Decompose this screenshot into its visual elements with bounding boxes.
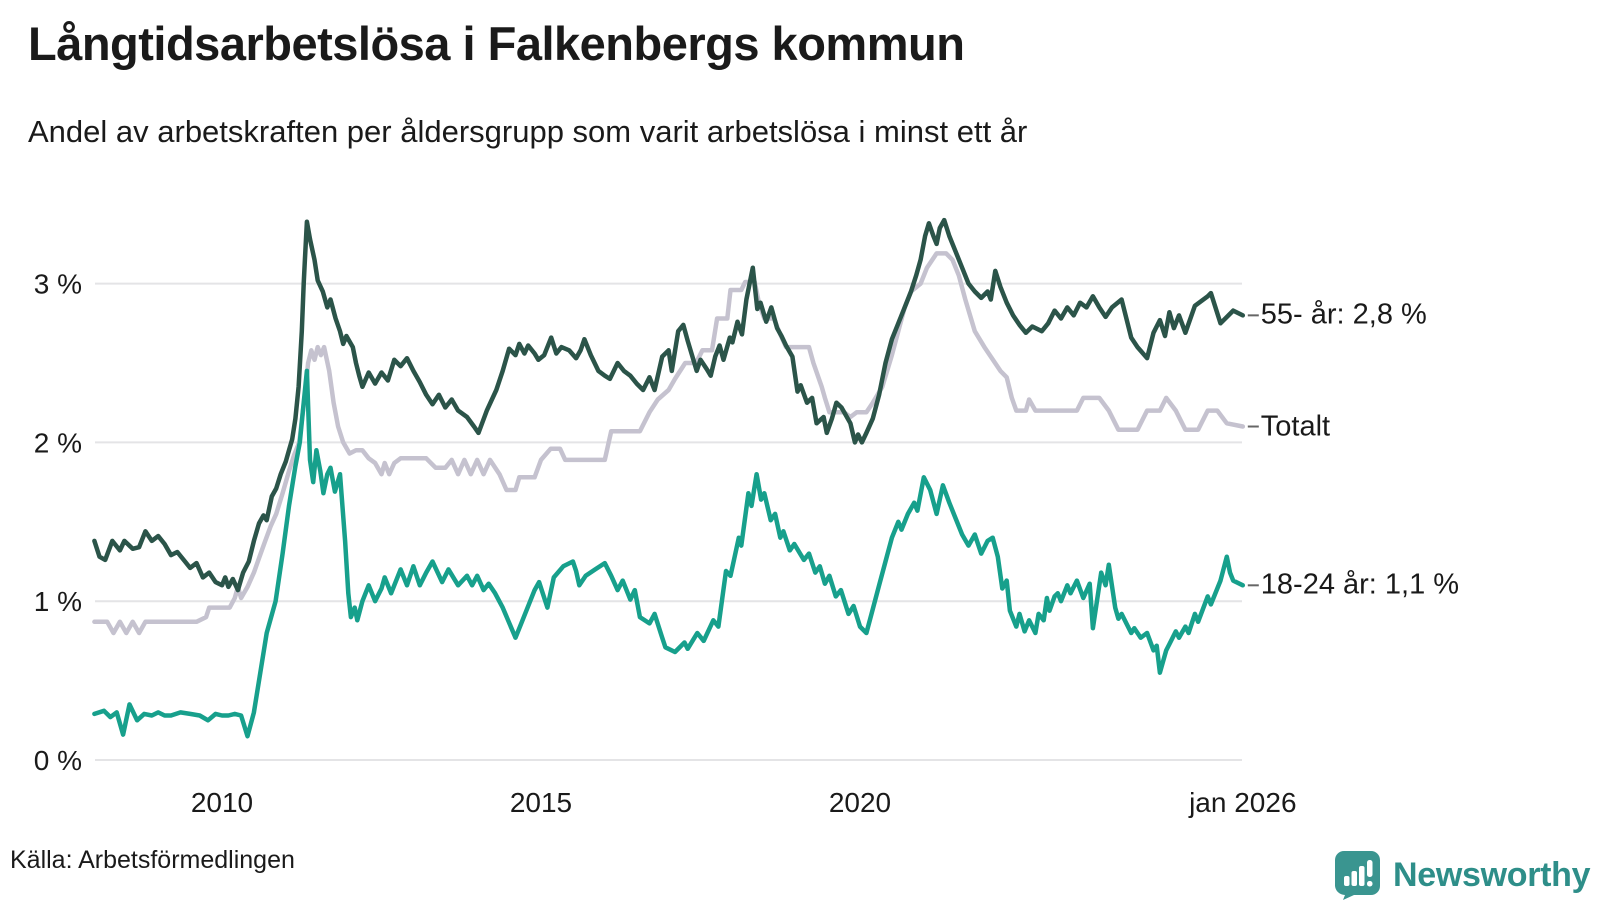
x-tick-label: 2020 [829, 787, 891, 818]
page-title: Långtidsarbetslösa i Falkenbergs kommun [28, 17, 965, 70]
newsworthy-logo[interactable]: Newsworthy [1334, 850, 1591, 900]
x-tick-label: jan 2026 [1188, 787, 1296, 818]
y-tick-label: 0 % [34, 745, 82, 776]
newsworthy-speech-bubble-icon [1335, 851, 1380, 900]
y-tick-label: 2 % [34, 427, 82, 458]
series-line-totalt [92, 251, 1246, 636]
page-subtitle: Andel av arbetskraften per åldersgrupp s… [28, 114, 1028, 149]
series-end-label-55-ar: 55- år: 2,8 % [1260, 298, 1427, 331]
newsworthy-wordmark: Newsworthy [1393, 855, 1591, 894]
x-tick-label: 2015 [510, 787, 572, 818]
source-caption: Källa: Arbetsförmedlingen [10, 846, 295, 874]
y-tick-label: 3 % [34, 269, 82, 300]
x-tick-label: 2010 [191, 787, 253, 818]
series-end-label-totalt: Totalt [1260, 410, 1331, 443]
series-line-55-r [92, 217, 1246, 593]
y-tick-label: 1 % [34, 586, 82, 617]
series-end-label-18-24-ar: 18-24 år: 1,1 % [1260, 568, 1460, 601]
series-line-18-24-r [92, 368, 1246, 739]
